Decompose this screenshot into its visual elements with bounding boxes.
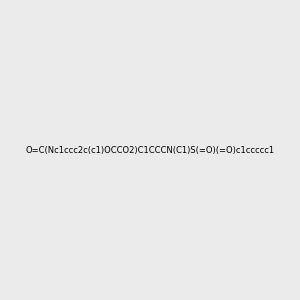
Text: O=C(Nc1ccc2c(c1)OCCO2)C1CCCN(C1)S(=O)(=O)c1ccccc1: O=C(Nc1ccc2c(c1)OCCO2)C1CCCN(C1)S(=O)(=O… bbox=[26, 146, 275, 154]
